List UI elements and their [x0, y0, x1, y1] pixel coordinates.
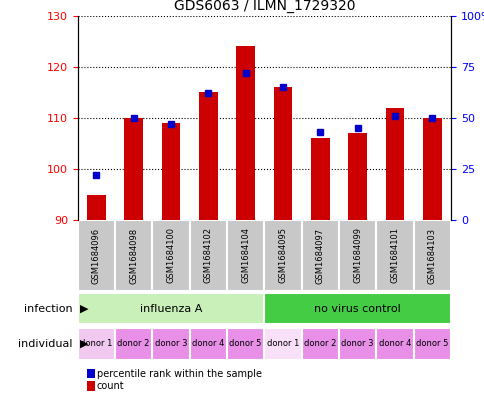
Bar: [264, 220, 301, 291]
Text: GSM1684098: GSM1684098: [129, 228, 138, 283]
Text: individual: individual: [18, 339, 73, 349]
Text: ▶: ▶: [80, 303, 89, 314]
Text: GSM1684095: GSM1684095: [278, 228, 287, 283]
Bar: [77, 328, 115, 360]
Text: donor 2: donor 2: [303, 340, 336, 348]
Bar: [227, 220, 264, 291]
Bar: [376, 328, 413, 360]
Bar: [227, 328, 264, 360]
Text: influenza A: influenza A: [139, 303, 202, 314]
Bar: [413, 220, 450, 291]
Bar: [115, 328, 152, 360]
Text: donor 2: donor 2: [117, 340, 150, 348]
Text: infection: infection: [24, 303, 73, 314]
Text: GSM1684104: GSM1684104: [241, 228, 250, 283]
Text: count: count: [97, 381, 124, 391]
Bar: [310, 138, 329, 220]
Text: donor 4: donor 4: [378, 340, 410, 348]
Bar: [189, 328, 227, 360]
Text: ▶: ▶: [80, 339, 89, 349]
Bar: [124, 118, 143, 220]
Text: donor 1: donor 1: [266, 340, 299, 348]
Text: donor 5: donor 5: [415, 340, 448, 348]
Bar: [152, 328, 189, 360]
Text: GSM1684099: GSM1684099: [352, 228, 362, 283]
Text: GSM1684096: GSM1684096: [91, 228, 101, 283]
Bar: [189, 220, 227, 291]
Bar: [301, 328, 338, 360]
Text: GSM1684102: GSM1684102: [203, 228, 212, 283]
Bar: [385, 108, 404, 220]
Text: donor 4: donor 4: [192, 340, 224, 348]
Bar: [264, 328, 301, 360]
Text: GSM1684097: GSM1684097: [315, 228, 324, 283]
Bar: [413, 328, 450, 360]
Bar: [87, 195, 106, 220]
Bar: [273, 87, 292, 220]
Bar: [77, 292, 264, 325]
Text: GSM1684103: GSM1684103: [427, 228, 436, 283]
Text: GSM1684100: GSM1684100: [166, 228, 175, 283]
Text: donor 1: donor 1: [80, 340, 112, 348]
Bar: [264, 292, 450, 325]
Text: GSM1684101: GSM1684101: [390, 228, 399, 283]
Bar: [115, 220, 152, 291]
Text: percentile rank within the sample: percentile rank within the sample: [97, 369, 261, 379]
Bar: [348, 133, 366, 220]
Bar: [77, 220, 115, 291]
Bar: [338, 220, 376, 291]
Bar: [376, 220, 413, 291]
Bar: [301, 220, 338, 291]
Bar: [422, 118, 441, 220]
Bar: [338, 328, 376, 360]
Text: donor 3: donor 3: [154, 340, 187, 348]
Bar: [161, 123, 180, 220]
Text: no virus control: no virus control: [314, 303, 400, 314]
Bar: [198, 92, 217, 220]
Text: donor 5: donor 5: [229, 340, 261, 348]
Title: GDS6063 / ILMN_1729320: GDS6063 / ILMN_1729320: [173, 0, 354, 13]
Text: donor 3: donor 3: [341, 340, 373, 348]
Bar: [152, 220, 189, 291]
Bar: [236, 46, 255, 220]
